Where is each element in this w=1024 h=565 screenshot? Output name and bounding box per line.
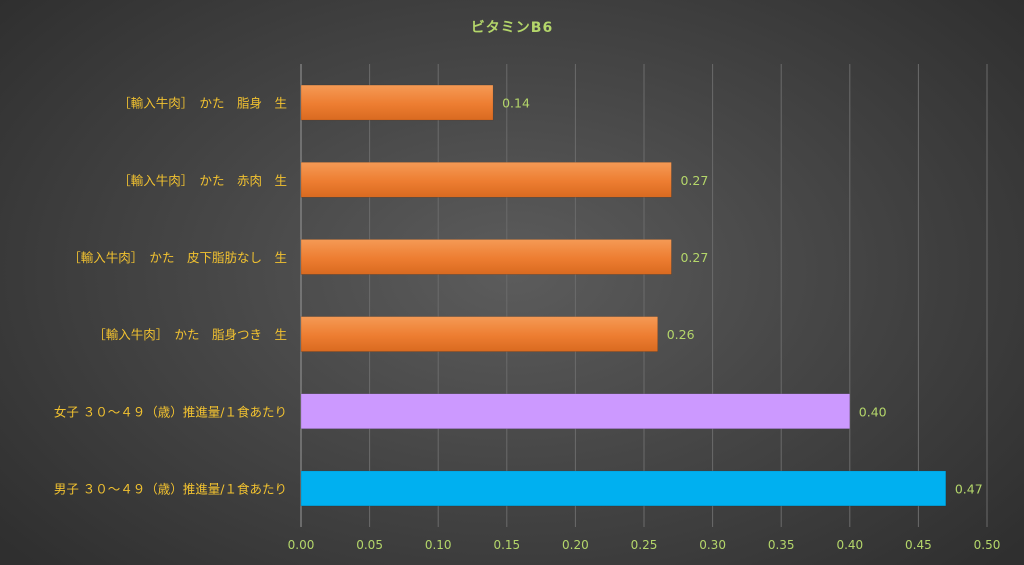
x-tick-label: 0.25: [631, 538, 658, 552]
bar-2: [300, 162, 672, 198]
value-label: 0.26: [667, 327, 695, 342]
category-label: 女子 ３０～４９（歳）推進量/１食あたり: [54, 404, 287, 419]
x-tick-label: 0.20: [562, 538, 589, 552]
grid-layer: [300, 64, 988, 527]
category-label: ［輸入牛肉］ かた 赤肉 生: [118, 173, 287, 188]
category-label: 男子 ３０～４９（歳）推進量/１食あたり: [54, 481, 287, 496]
x-tick-label: 0.50: [974, 538, 1001, 552]
category-label: ［輸入牛肉］ かた 脂身つき 生: [93, 327, 287, 342]
bar-5: [300, 393, 851, 429]
x-tick-label: 0.15: [493, 538, 520, 552]
x-tick-label: 0.30: [699, 538, 726, 552]
label-layer: 0.00 0.05 0.10 0.15 0.20 0.25 0.30 0.35 0.40 0.45…: [54, 96, 1001, 552]
bar-6: [300, 470, 947, 507]
x-tick-label: 0.05: [356, 538, 383, 552]
value-label: 0.27: [680, 250, 708, 265]
x-tick-label: 0.45: [905, 538, 932, 552]
x-tick-label: 0.40: [836, 538, 863, 552]
category-label: ［輸入牛肉］ かた 皮下脂肪なし 生: [68, 250, 287, 265]
bar-layer: [300, 84, 947, 507]
bar-1: [300, 84, 494, 121]
chart-title: ビタミンB6: [470, 20, 554, 36]
x-tick-label: 0.00: [288, 538, 315, 552]
value-label: 0.14: [502, 96, 530, 111]
value-label: 0.47: [955, 481, 983, 496]
value-label: 0.27: [680, 173, 708, 188]
category-label: ［輸入牛肉］ かた 脂身 生: [118, 96, 287, 111]
x-tick-label: 0.35: [768, 538, 795, 552]
value-label: 0.40: [859, 404, 887, 419]
bar-4: [300, 316, 658, 352]
x-tick-label: 0.10: [425, 538, 452, 552]
bar-3: [300, 239, 672, 275]
